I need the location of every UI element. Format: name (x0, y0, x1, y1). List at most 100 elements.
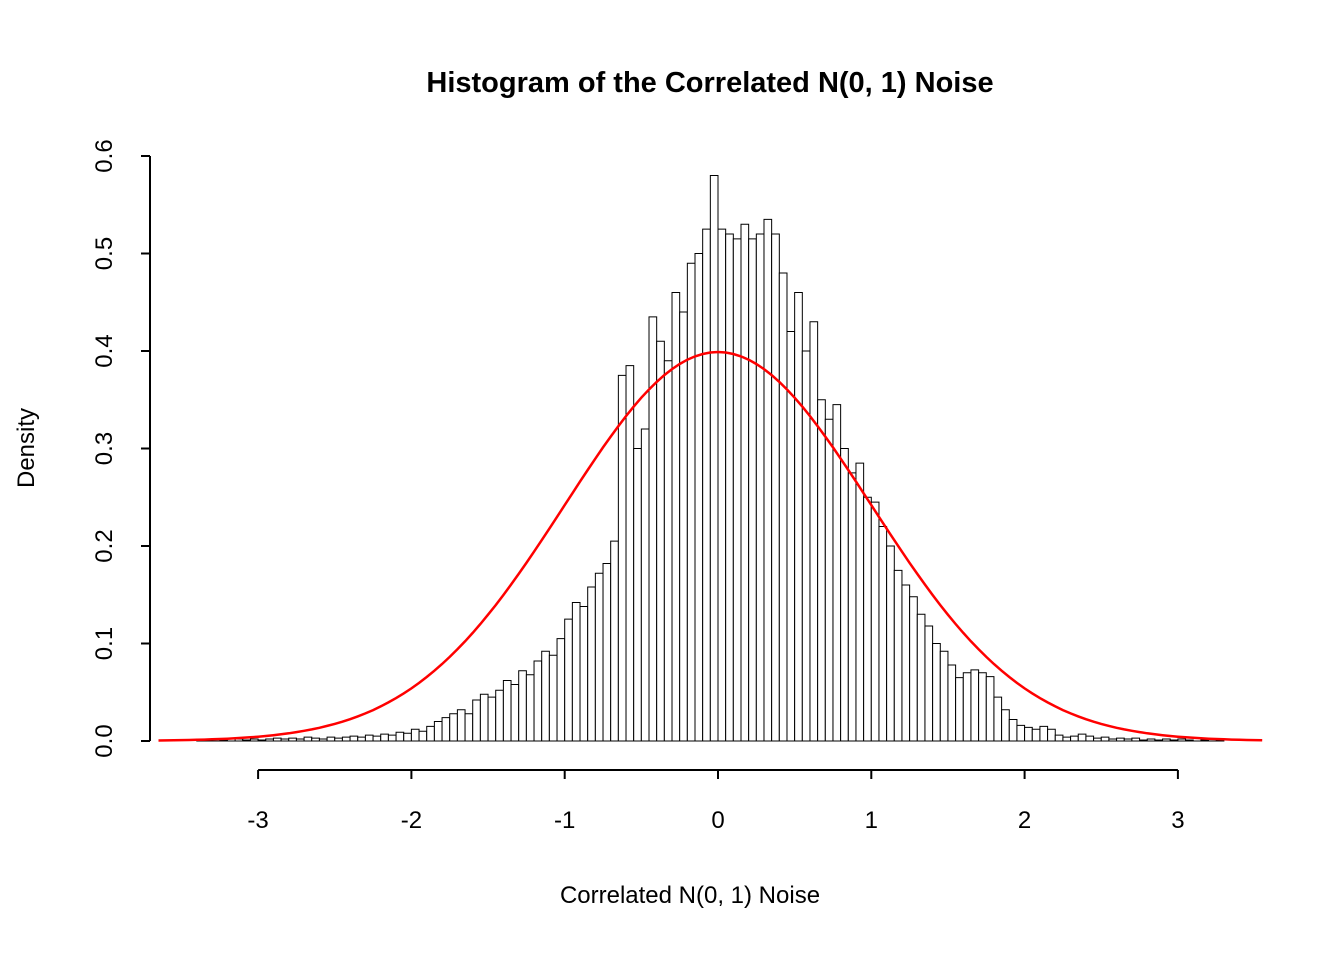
histogram-bar (525, 674, 535, 742)
histogram-bar (625, 365, 635, 742)
histogram-bar (855, 462, 865, 742)
histogram-bar (870, 501, 880, 742)
histogram-bar (403, 732, 412, 742)
histogram-bar (1200, 739, 1210, 742)
histogram-bar (1185, 739, 1194, 742)
histogram-bar (1108, 738, 1118, 742)
x-tick-label: 0 (711, 807, 724, 834)
histogram-bar (1177, 738, 1187, 742)
histogram-bar (617, 374, 627, 742)
histogram-bar (702, 228, 711, 742)
histogram-bar (740, 223, 750, 742)
y-tick-label: 0.5 (91, 237, 118, 270)
histogram-bar (1062, 736, 1072, 742)
histogram-bar (832, 404, 842, 742)
histogram-bar (341, 736, 351, 742)
histogram-bar (479, 693, 489, 742)
histogram-bar (794, 292, 803, 742)
histogram-bar (472, 699, 481, 742)
histogram-bar (1085, 735, 1095, 742)
histogram-bar (916, 613, 926, 742)
histogram-bar (242, 739, 251, 742)
histogram-bar (311, 737, 320, 742)
histogram-bar (1054, 734, 1064, 742)
histogram-bar (1154, 739, 1164, 742)
histogram-bar (395, 731, 405, 742)
histogram-bar (257, 739, 267, 742)
histogram-bar (909, 596, 918, 742)
histogram-bar (1162, 738, 1171, 742)
histogram-bar (541, 650, 550, 742)
histogram-bar (1008, 719, 1018, 742)
histogram-bar (763, 218, 773, 742)
chart-title: Histogram of the Correlated N(0, 1) Nois… (426, 67, 993, 99)
x-axis: -3 -2 -1 0 1 2 3 (247, 769, 1185, 834)
histogram-bar (732, 238, 742, 742)
histogram-bar (295, 738, 305, 742)
histogram-bar (840, 448, 849, 742)
histogram-bar (648, 316, 658, 742)
histogram-bar (955, 677, 964, 742)
x-tick-label: 3 (1171, 807, 1184, 834)
histogram-bar (602, 563, 612, 742)
histogram-bar (1093, 737, 1102, 742)
histogram-bar (656, 340, 665, 742)
histogram-bar (640, 428, 650, 742)
histogram-bar (265, 738, 274, 742)
histogram-bar (1077, 733, 1087, 742)
normal-density-curve (158, 350, 1263, 742)
histogram-bar (1123, 738, 1133, 742)
histogram-bar (1070, 735, 1079, 742)
histogram-bar (334, 737, 343, 742)
histogram-bar (1001, 709, 1010, 742)
histogram-bars (196, 175, 1225, 742)
histogram-bar (387, 734, 397, 742)
histogram-bar (748, 238, 757, 742)
histogram-bar (924, 625, 934, 742)
x-tick-label: 1 (865, 807, 878, 834)
y-tick-label: 0.3 (91, 432, 118, 465)
histogram-bar (579, 605, 589, 742)
x-tick-label: 2 (1018, 807, 1031, 834)
histogram-bar (970, 669, 980, 742)
histogram-bar (410, 728, 420, 742)
histogram-bar (1116, 737, 1125, 742)
histogram-bar (886, 545, 895, 742)
histogram-bar (1139, 739, 1148, 742)
histogram-bar (962, 672, 972, 742)
histogram-bar (817, 399, 826, 742)
histogram-bar (771, 233, 780, 742)
histogram-bar (709, 175, 719, 742)
histogram-bar (364, 734, 374, 742)
histogram-bar (594, 572, 604, 742)
histogram-bar (694, 253, 704, 742)
histogram-bar (495, 689, 504, 742)
histogram-bar (985, 676, 995, 742)
histogram-bar (1146, 738, 1156, 742)
y-axis-label: Density (13, 408, 40, 488)
histogram-bar (932, 643, 941, 742)
histogram-bar (502, 680, 512, 742)
histogram-bar (433, 721, 443, 742)
histogram-bar (725, 233, 734, 742)
histogram-bar (372, 735, 382, 742)
histogram-bar (272, 737, 282, 742)
histogram-bar (249, 738, 259, 742)
histogram-bar (288, 737, 297, 742)
histogram-bar (380, 733, 389, 742)
y-tick-label: 0.4 (91, 334, 118, 367)
histogram-bar (487, 696, 497, 742)
histogram-bar (510, 683, 520, 742)
histogram-bar (556, 638, 566, 742)
histogram-bar (824, 418, 834, 742)
histogram-bar (280, 738, 290, 742)
histogram-bar (686, 262, 696, 742)
histogram-bar (947, 664, 957, 742)
histogram-bar (219, 739, 228, 742)
histogram-bar (679, 311, 688, 742)
y-axis: 0.0 0.1 0.2 0.3 0.4 0.5 0.6 (91, 139, 151, 758)
histogram-bar (426, 725, 435, 742)
y-tick-label: 0.2 (91, 529, 118, 562)
